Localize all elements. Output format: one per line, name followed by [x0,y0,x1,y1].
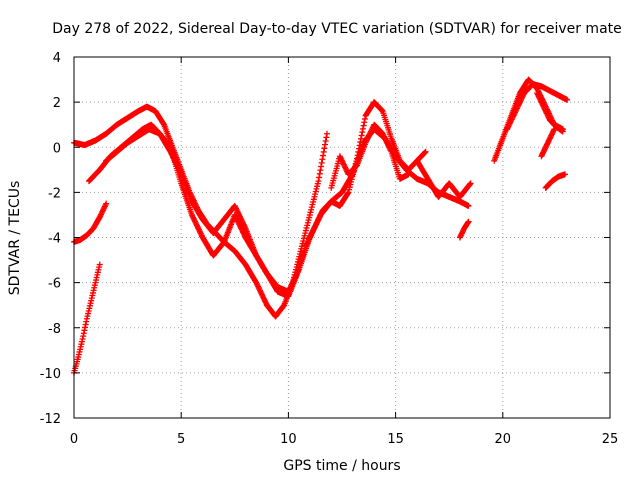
y-tick-labels: -12 -10 -8 -6 -4 -2 0 2 4 [40,51,61,427]
data-point [160,120,167,127]
y-tick-label: -4 [48,232,61,247]
data-point [344,190,351,197]
data-point [467,180,474,187]
data-point [323,134,330,141]
y-tick-label: -10 [40,367,61,382]
series-sat-7 [328,121,412,191]
data-point [316,174,323,181]
data-point [322,141,329,148]
data-point [358,132,365,139]
data-point [559,128,566,135]
y-tick-label: -8 [48,322,61,337]
y-tick-label: -6 [48,277,61,292]
x-tick-label: 25 [602,432,619,447]
data-point [564,96,571,103]
data-point [323,130,330,137]
data-point [103,200,110,207]
data-point [316,170,323,177]
series-sat-6 [302,99,429,250]
series-sat-3 [103,126,472,300]
series-sat-8 [414,157,474,200]
y-tick-label: 2 [53,96,61,111]
x-axis-label: GPS time / hours [283,458,400,474]
axis-ticks [73,56,611,419]
data-point [315,178,322,185]
data-point [361,119,368,126]
x-tick-label: 5 [177,432,185,447]
series-sat-4 [71,200,110,246]
data-point [356,142,363,149]
data-point [317,167,324,174]
series-sat-12 [534,90,566,135]
data-point [361,115,368,122]
data-point [405,171,412,178]
data-point [379,107,386,114]
data-point [551,126,558,133]
series-sat-9 [456,218,472,241]
data-point [319,156,326,163]
x-tick-label: 15 [387,432,404,447]
data-point [359,129,366,136]
x-tick-labels: 0 5 10 15 20 25 [70,432,618,447]
data-point [357,135,364,142]
y-tick-label: 4 [53,51,61,66]
data-point [357,139,364,146]
y-tick-label: -2 [48,186,61,201]
data-point [318,159,325,166]
data-point [359,125,366,132]
data-point [421,149,428,156]
data-point [561,171,568,178]
y-tick-label: -12 [40,412,61,427]
data-point [422,148,429,155]
data-points [71,76,571,376]
y-tick-label: 0 [53,141,61,156]
data-point [320,148,327,155]
data-point [355,145,362,152]
data-point [360,122,367,129]
y-axis-label: SDTVAR / TECUs [7,181,23,296]
chart-title: Day 278 of 2022, Sidereal Day-to-day VTE… [52,21,622,37]
data-point [320,152,327,159]
data-point [465,218,472,225]
x-tick-label: 10 [280,432,297,447]
x-tick-label: 20 [495,432,512,447]
x-tick-label: 0 [70,432,78,447]
data-point [322,138,329,145]
data-point [318,163,325,170]
series-sat-11 [504,81,571,133]
series-sat-14 [542,171,568,191]
data-point [321,145,328,152]
data-point [465,202,472,209]
series-sat-5 [71,261,103,376]
data-point [96,261,103,268]
series-sat-13 [538,126,558,160]
